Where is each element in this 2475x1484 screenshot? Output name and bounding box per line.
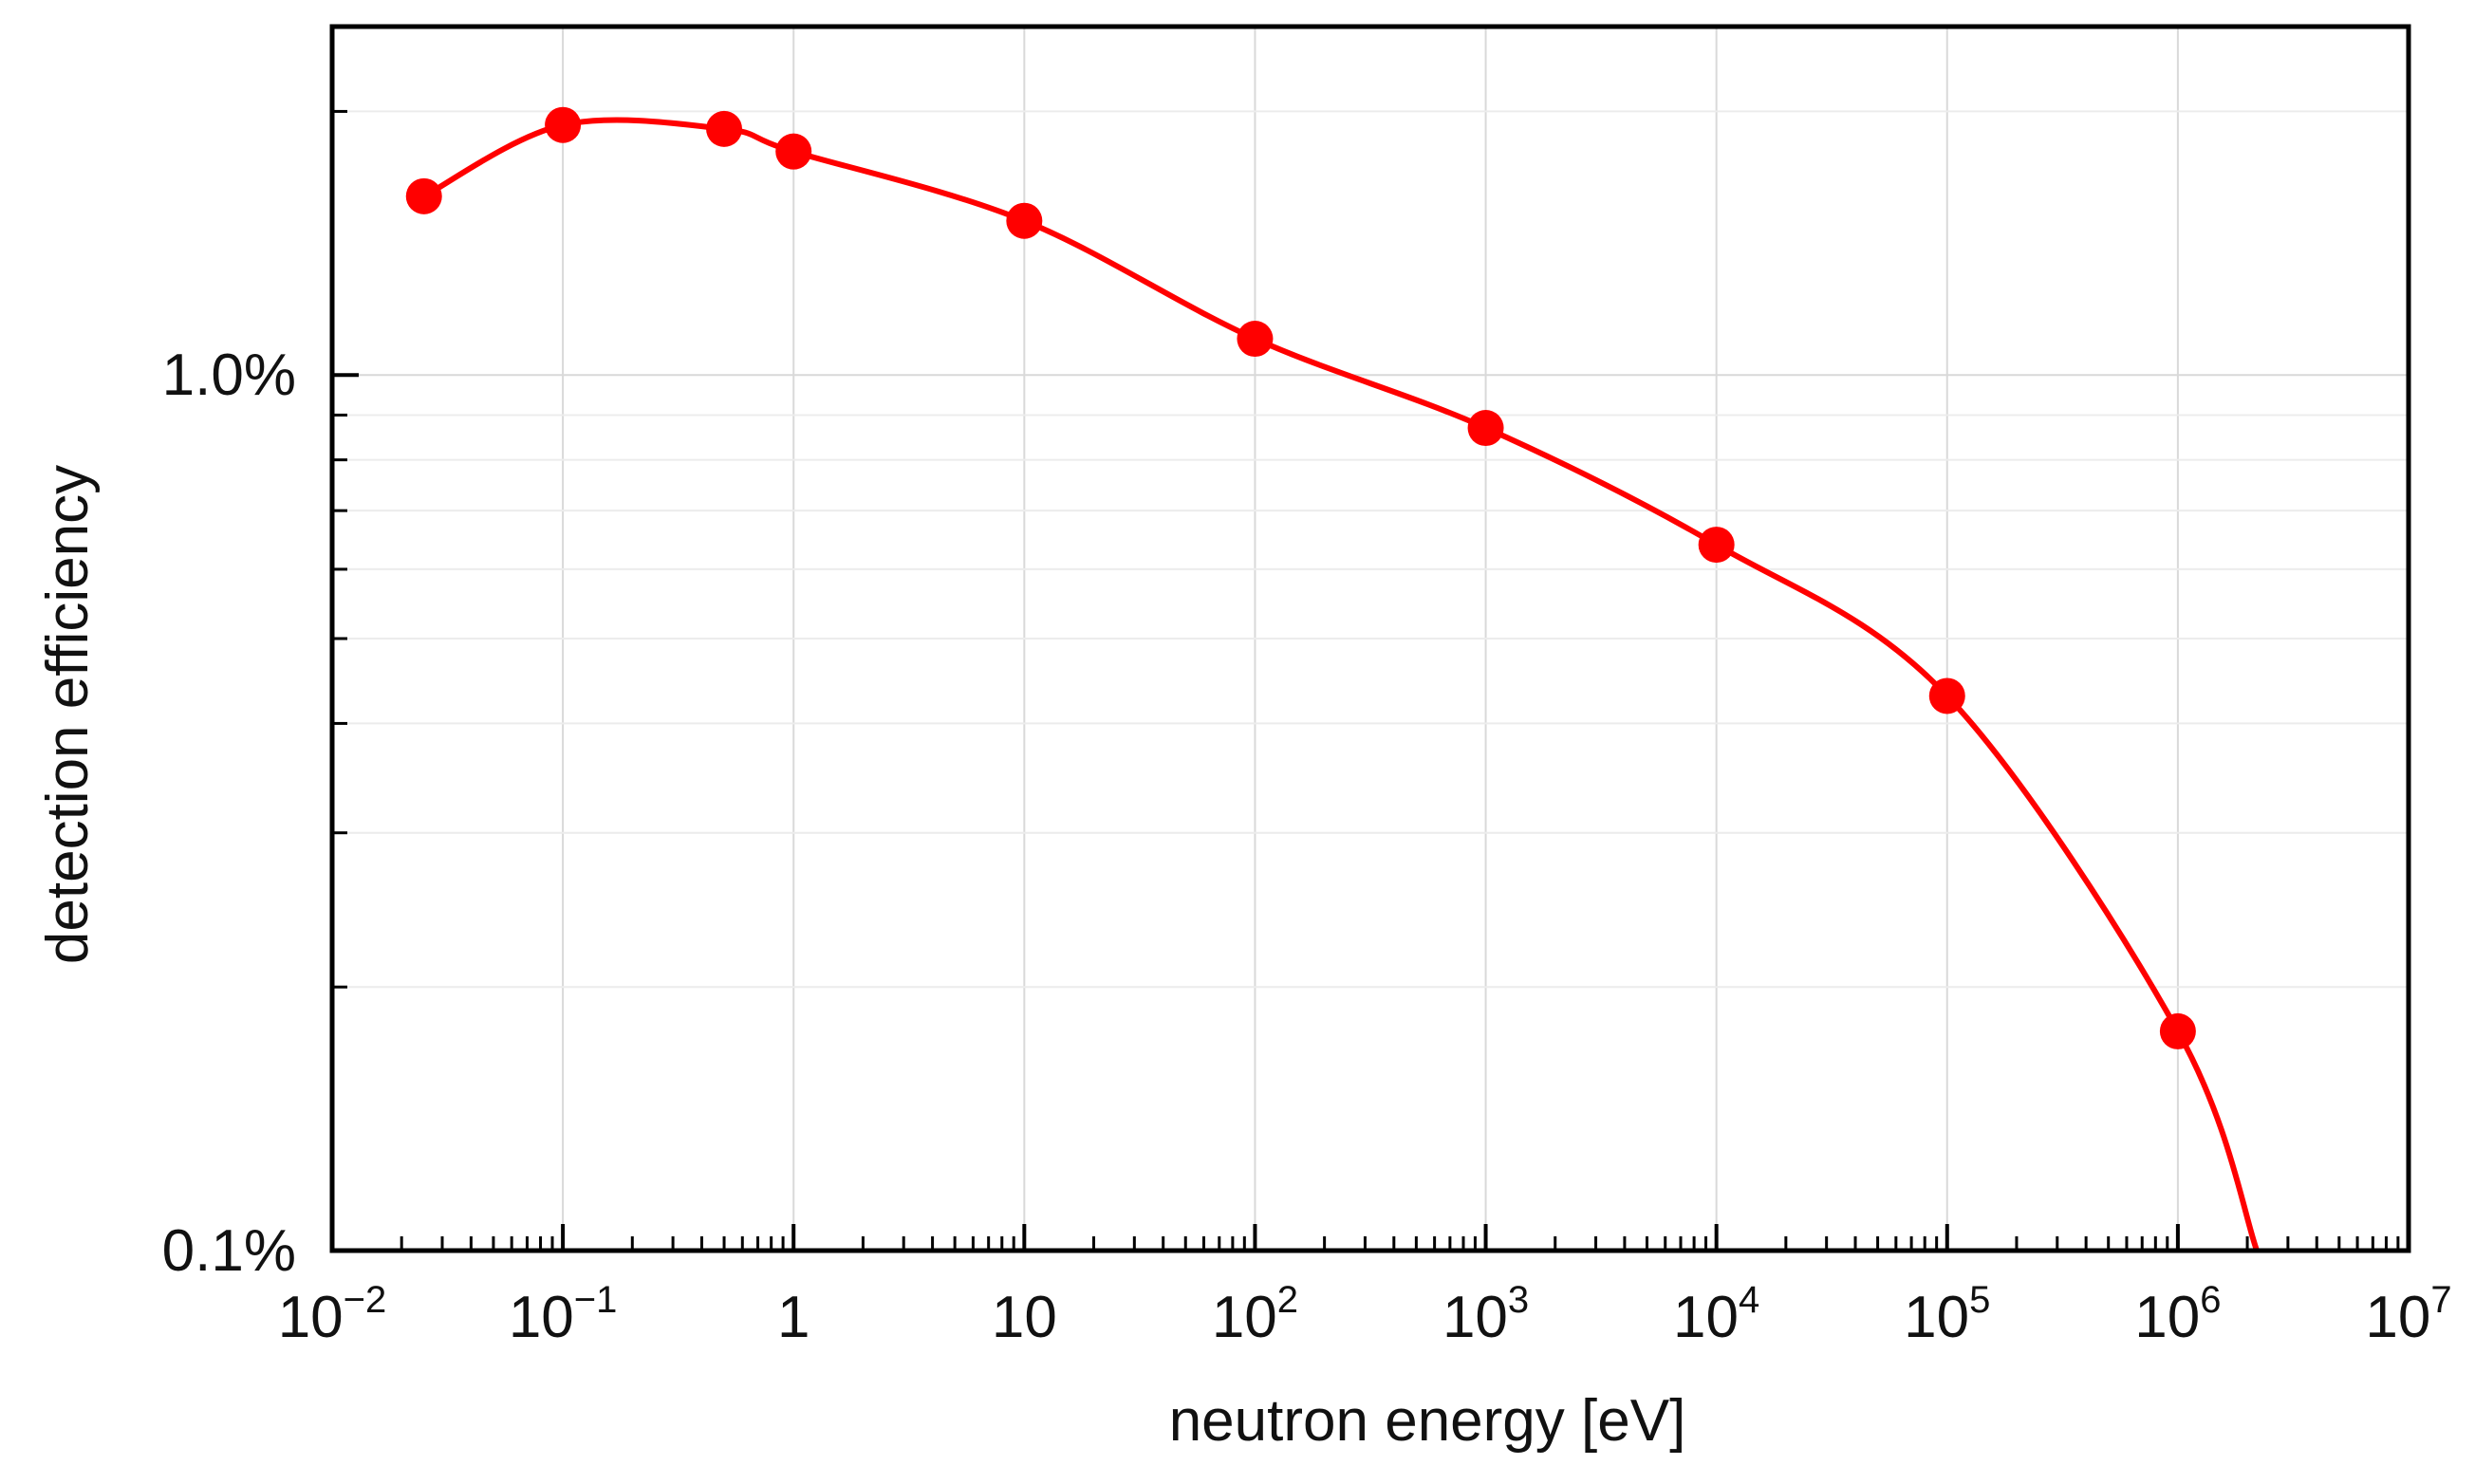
x-tick-label: 10 [992, 1285, 1057, 1350]
x-tick-label-exponent: 7 [2430, 1279, 2451, 1321]
data-point [1698, 527, 1735, 564]
x-tick-label-exponent: 4 [1739, 1279, 1759, 1321]
x-tick-label-exponent: 5 [1969, 1279, 1990, 1321]
x-tick-label-exponent: −1 [574, 1279, 618, 1321]
data-point [775, 133, 812, 170]
data-point [706, 110, 743, 147]
x-tick-label: 10−1 [509, 1279, 618, 1350]
x-tick-label-base: 10 [2134, 1285, 2200, 1350]
x-tick-label-exponent: 6 [2200, 1279, 2221, 1321]
plot-frame [329, 24, 2411, 1253]
data-point [1928, 677, 1965, 714]
x-tick-label: 103 [1442, 1279, 1529, 1350]
x-tick-label-base: 1 [777, 1285, 809, 1350]
x-tick-label-base: 10 [1673, 1285, 1739, 1350]
x-axis-title: neutron energy [eV] [1169, 1388, 1686, 1454]
data-point [1467, 410, 1504, 447]
x-tick-label-base: 10 [1904, 1285, 1969, 1350]
series-curve-layer [422, 117, 2260, 1252]
x-tick-label: 1 [777, 1285, 809, 1350]
x-tick-label: 107 [2365, 1279, 2451, 1350]
x-tick-label: 102 [1212, 1279, 1298, 1350]
data-point [1006, 202, 1043, 239]
y-axis-title: detection efficiency [35, 465, 101, 964]
data-point [545, 106, 582, 143]
x-tick-label-base: 10 [2365, 1285, 2430, 1350]
data-points [405, 106, 2196, 1049]
data-point [2159, 1012, 2196, 1049]
x-tick-label: 104 [1673, 1279, 1759, 1350]
x-tick-label-base: 10 [509, 1285, 574, 1350]
grid [332, 27, 2409, 1251]
x-tick-label: 106 [2134, 1279, 2221, 1350]
x-tick-label-exponent: 3 [1508, 1279, 1529, 1321]
x-tick-label-exponent: 2 [1277, 1279, 1298, 1321]
series-line [422, 117, 2260, 1252]
data-point [1237, 321, 1274, 358]
x-tick-label-exponent: −2 [344, 1279, 387, 1321]
y-tick-label: 0.1% [162, 1218, 296, 1284]
x-tick-label-base: 10 [992, 1285, 1057, 1350]
x-tick-label-base: 10 [1442, 1285, 1508, 1350]
x-tick-label: 105 [1904, 1279, 1990, 1350]
data-point [405, 177, 442, 214]
x-tick-label-base: 10 [278, 1285, 344, 1350]
y-axis-ticks [332, 109, 359, 989]
x-axis-ticks [330, 1224, 2410, 1251]
x-tick-label: 10−2 [278, 1279, 387, 1350]
y-tick-label: 1.0% [162, 343, 296, 408]
y-axis-tick-labels: 0.1% 1.0% [162, 343, 296, 1284]
x-axis-tick-labels: 10−2 10−1 1 10 102 103 104 105 106 107 [278, 1279, 2452, 1350]
x-tick-label-base: 10 [1212, 1285, 1277, 1350]
